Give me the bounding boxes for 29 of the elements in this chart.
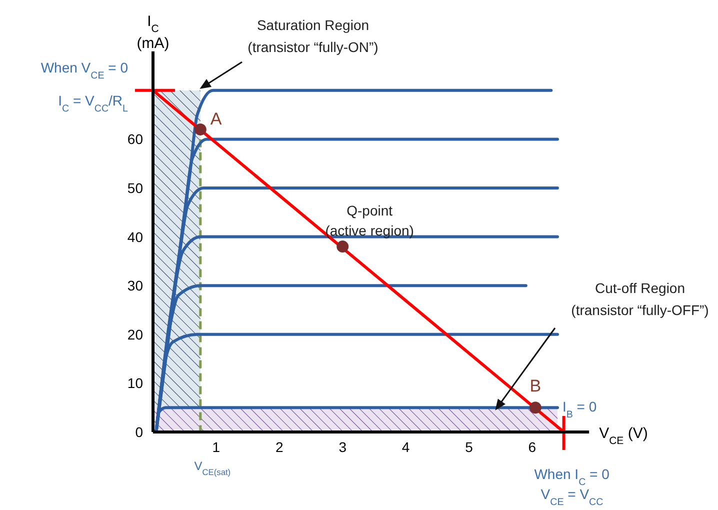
x-tick-label: 5 — [465, 439, 474, 455]
y-tick-label: 20 — [127, 326, 144, 342]
x-axis-title: V$_{CE}$ (V) — [599, 425, 648, 447]
y-tick-label: 60 — [127, 131, 144, 148]
annotation: I$_{C}$ = V$_{CC}$/R$_{L}$ — [58, 92, 129, 114]
x-tick-label: 3 — [338, 439, 347, 455]
y-tick-label: 0 — [135, 424, 144, 440]
text: V$_{CE}$ = V$_{CC}$ — [540, 486, 604, 508]
x-tick-label: 6 — [528, 439, 536, 455]
y-tick-label: 50 — [127, 180, 144, 196]
x-tick-label: 4 — [402, 439, 410, 455]
annotation: (transistor “fully-ON”) — [248, 39, 378, 55]
annotation: (active region) — [325, 222, 414, 239]
annotation: A — [210, 109, 222, 128]
annotation: Q-point — [346, 202, 393, 219]
y-tick-label: 10 — [127, 375, 144, 392]
x-tick-label: 2 — [276, 439, 284, 455]
y-tick-label: 30 — [127, 278, 144, 294]
y-tick-label: 40 — [127, 228, 144, 245]
text: Cut-off Region — [594, 280, 686, 296]
text: Saturation Region — [256, 17, 370, 33]
annotation: I$_{B}$ = 0 — [562, 398, 597, 420]
ref-line-label: V$_{CE(sat)}$ — [194, 459, 231, 477]
annotation: B — [530, 376, 542, 396]
annotation: When I$_{C}$ = 0 — [534, 466, 610, 488]
annotation: (transistor “fully-OFF”) — [571, 302, 709, 318]
annotation: When V$_{CE}$ = 0 — [40, 59, 128, 81]
y-axis-title: I$_{C}$ (mA) — [136, 13, 170, 52]
x-tick-label: 1 — [212, 439, 220, 455]
